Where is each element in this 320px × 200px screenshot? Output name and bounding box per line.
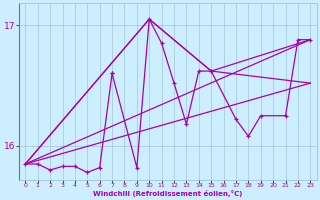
X-axis label: Windchill (Refroidissement éolien,°C): Windchill (Refroidissement éolien,°C) [93, 190, 243, 197]
